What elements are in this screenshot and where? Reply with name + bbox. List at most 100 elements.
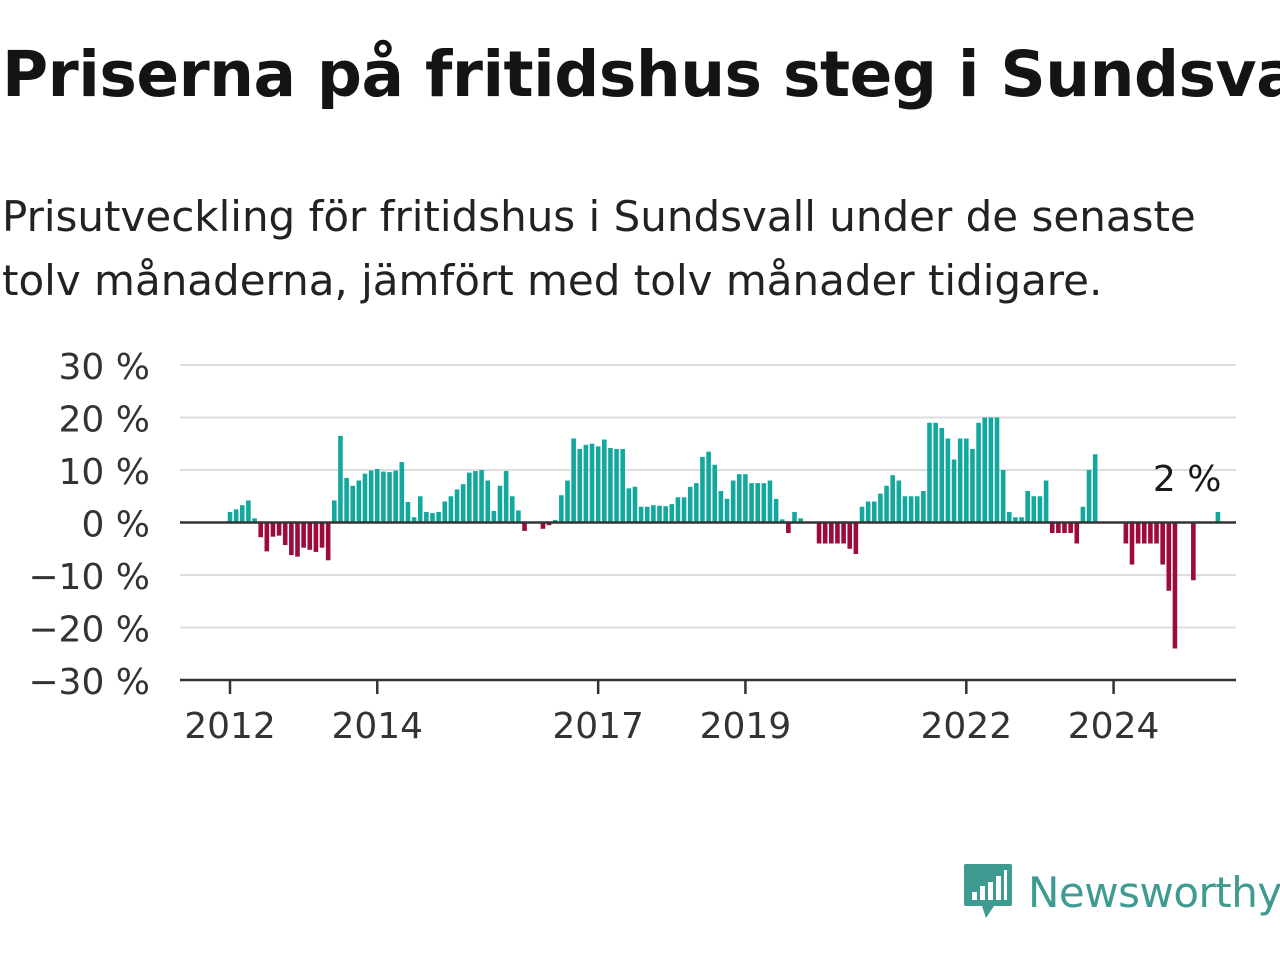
y-tick-label: 20 % xyxy=(59,400,150,441)
bar xyxy=(387,472,392,523)
bar xyxy=(743,474,748,523)
bar xyxy=(1037,496,1043,523)
brand-logo: Newsworthy xyxy=(962,862,1280,922)
bar xyxy=(552,519,558,523)
bar xyxy=(1031,496,1037,523)
bar xyxy=(233,509,239,523)
bar xyxy=(430,513,435,523)
bar xyxy=(878,493,883,523)
bar xyxy=(491,510,497,523)
bar xyxy=(332,500,337,523)
bar xyxy=(362,473,368,523)
bar xyxy=(681,497,687,523)
bar xyxy=(816,522,822,544)
bar xyxy=(945,438,951,523)
bar xyxy=(325,522,331,561)
bar xyxy=(749,483,754,523)
y-tick-label: 0 % xyxy=(81,505,150,546)
bar xyxy=(246,500,251,523)
bar xyxy=(786,522,791,533)
bar xyxy=(1056,522,1061,533)
bar xyxy=(417,496,423,523)
bar xyxy=(503,471,509,523)
bar xyxy=(706,451,711,523)
bar xyxy=(755,483,760,523)
bar xyxy=(1191,522,1196,581)
bar xyxy=(227,512,233,523)
bar xyxy=(724,498,730,523)
latest-value-label: 2 % xyxy=(1153,459,1222,500)
bar xyxy=(871,501,877,523)
bar xyxy=(921,491,926,523)
annotations: 2 % xyxy=(1153,459,1222,500)
bar xyxy=(608,447,613,523)
bar xyxy=(301,522,306,548)
bar xyxy=(700,456,705,523)
bar xyxy=(1086,470,1092,523)
bar xyxy=(939,428,945,523)
bar xyxy=(1013,517,1018,523)
bar xyxy=(927,422,932,523)
bar xyxy=(761,483,767,523)
bar xyxy=(638,506,644,523)
bar xyxy=(1129,522,1135,565)
bar xyxy=(829,522,834,544)
bar xyxy=(1080,506,1086,523)
bar xyxy=(890,475,895,523)
bar-chart: 30 %20 %10 %0 %−10 %−20 %−30 % 2012 2014 2… xyxy=(28,347,1236,747)
bar xyxy=(399,462,405,523)
bar xyxy=(651,505,656,523)
bar xyxy=(411,517,417,523)
bar xyxy=(982,417,988,523)
bar xyxy=(1092,454,1098,523)
bar xyxy=(589,443,595,523)
bar xyxy=(344,477,349,523)
brand-name: Newsworthy xyxy=(1028,867,1280,917)
bar xyxy=(1135,522,1141,544)
bar xyxy=(436,512,441,523)
bar xyxy=(583,444,589,523)
bar xyxy=(270,522,276,537)
bar xyxy=(1006,512,1012,523)
y-tick-label: 30 % xyxy=(59,347,150,388)
bar xyxy=(264,522,270,552)
bar xyxy=(865,501,871,523)
bar xyxy=(1062,522,1067,533)
bar xyxy=(847,522,853,549)
x-tick-label: 2017 xyxy=(552,706,644,747)
bar xyxy=(779,519,785,523)
bar xyxy=(1000,470,1006,523)
bar xyxy=(289,522,294,556)
x-tick-label: 2014 xyxy=(331,706,423,747)
bar xyxy=(595,446,601,523)
bar xyxy=(368,470,374,523)
bar xyxy=(1141,522,1147,544)
bar xyxy=(773,498,779,523)
bar xyxy=(1019,517,1024,523)
bar xyxy=(730,480,736,523)
bar xyxy=(767,480,773,523)
bar xyxy=(694,483,699,523)
bar xyxy=(577,449,583,523)
y-axis-ticks: 30 % 20 % 10 % 0 % −10 % −20 % −30 % xyxy=(28,347,150,703)
bar xyxy=(565,480,570,523)
bar xyxy=(988,417,994,523)
bar xyxy=(1049,522,1055,533)
bar xyxy=(644,506,650,523)
bar xyxy=(663,506,668,523)
bar xyxy=(951,459,957,523)
bar xyxy=(669,504,675,523)
bar xyxy=(374,468,380,523)
bar xyxy=(1068,522,1073,533)
bar xyxy=(467,472,472,523)
x-tick-label: 2022 xyxy=(921,706,1013,747)
bar xyxy=(258,522,263,538)
bars xyxy=(227,417,1221,649)
bar xyxy=(933,422,938,523)
bar xyxy=(853,522,859,554)
bar xyxy=(1148,522,1153,544)
bar xyxy=(675,497,681,523)
bar xyxy=(338,435,343,523)
bar xyxy=(295,522,300,557)
bar xyxy=(626,488,632,523)
